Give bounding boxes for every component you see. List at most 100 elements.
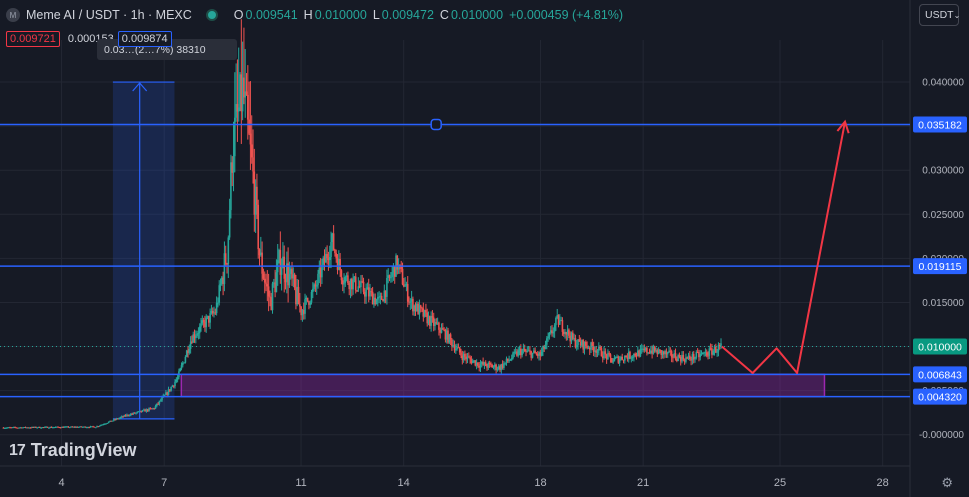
x-tick-label: 25 [774, 477, 786, 489]
buy-price-button[interactable]: 0.009874 [117, 31, 172, 47]
candle-body [434, 322, 436, 326]
candle-body [375, 299, 378, 305]
candle-body [70, 426, 72, 428]
candle-body [274, 282, 276, 293]
candle-body [709, 348, 712, 350]
level-price-tag-bg [913, 388, 967, 405]
candle-body [101, 424, 104, 426]
candle-body [562, 331, 565, 334]
candle-body [553, 325, 556, 332]
y-tick-label: 0.040000 [922, 78, 964, 89]
candle-body [629, 351, 631, 359]
candle-body [218, 285, 221, 303]
candle-body [249, 133, 252, 145]
candle-body [61, 426, 63, 428]
candle-body [499, 366, 501, 371]
candle-body [345, 275, 348, 278]
candle-body [657, 349, 660, 355]
candle-body [253, 171, 256, 215]
candle-body [570, 332, 573, 342]
candle-body [443, 329, 445, 331]
candle-body [546, 338, 548, 345]
candle-body [287, 263, 289, 286]
candle-body [663, 351, 665, 355]
candle-body [469, 357, 471, 360]
candle-body [518, 348, 521, 351]
candle-body [418, 305, 421, 315]
candle-body [9, 427, 11, 429]
candle-body [74, 426, 76, 428]
candle-body [638, 350, 640, 357]
candle-body [123, 415, 126, 417]
candle-body [317, 273, 319, 286]
currency-value: USDT [925, 9, 954, 21]
candle-body [331, 233, 334, 243]
candle-body [66, 426, 68, 428]
candle-body [35, 426, 37, 428]
candle-body [505, 358, 508, 363]
candle-body [351, 278, 353, 290]
candle-body [226, 263, 228, 265]
candle-body [527, 350, 530, 352]
candle-body [590, 342, 592, 350]
candle-body [209, 313, 211, 323]
candle-body [214, 312, 217, 314]
candle-body [89, 426, 92, 428]
candle-body [200, 323, 202, 327]
candle-body [198, 326, 201, 334]
symbol-title[interactable]: Meme AI / USDT · 1h · MEXC [26, 8, 192, 22]
projection-path [721, 121, 846, 374]
candle-body [504, 362, 507, 364]
candle-body [111, 420, 114, 422]
candle-body [41, 427, 44, 429]
candle-body [267, 286, 270, 297]
candle-body [252, 157, 254, 172]
candle-body [315, 285, 318, 287]
candle-body [481, 361, 483, 365]
candle-body [347, 275, 349, 284]
change-value: +0.000459 (+4.81%) [509, 8, 624, 22]
candle-body [297, 286, 300, 305]
candle-body [353, 276, 356, 280]
candle-body [145, 409, 148, 412]
candle-body [634, 353, 637, 356]
candle-body [314, 284, 317, 287]
candle-body [383, 290, 386, 302]
candle-body [193, 334, 196, 339]
candle-body [301, 309, 304, 316]
candle-body [258, 249, 261, 256]
candle-body [266, 284, 269, 287]
candle-body [377, 296, 379, 300]
candle-body [137, 411, 140, 413]
candle-body [380, 295, 383, 300]
candle-body [401, 268, 404, 285]
candle-body [91, 426, 93, 428]
candle-body [148, 408, 150, 411]
x-tick-label: 14 [398, 477, 410, 489]
candle-body [191, 341, 193, 343]
gear-icon[interactable]: ⚙ [941, 475, 953, 490]
candle-body [594, 350, 596, 352]
candle-body [133, 412, 136, 414]
candle-body [367, 287, 370, 297]
candle-body [175, 379, 178, 382]
tradingview-logo[interactable]: 17 TradingView [9, 440, 137, 461]
candle-body [670, 351, 673, 358]
level-price-tag: 0.035182 [918, 120, 962, 132]
candle-body [507, 358, 509, 361]
projection-arrow-head [836, 119, 850, 134]
candle-body [172, 385, 175, 387]
candle-body [154, 406, 157, 409]
currency-select[interactable]: USDT ⌄ [919, 4, 960, 26]
candle-body [76, 426, 79, 428]
candle-body [167, 389, 170, 395]
candle-body [698, 352, 700, 358]
candle-body [119, 417, 122, 419]
candle-body [622, 359, 625, 361]
candle-body [416, 303, 418, 311]
candle-body [713, 346, 716, 351]
candle-body [370, 291, 373, 293]
sell-price-button[interactable]: 0.009721 [6, 31, 60, 47]
candle-body [432, 317, 435, 326]
